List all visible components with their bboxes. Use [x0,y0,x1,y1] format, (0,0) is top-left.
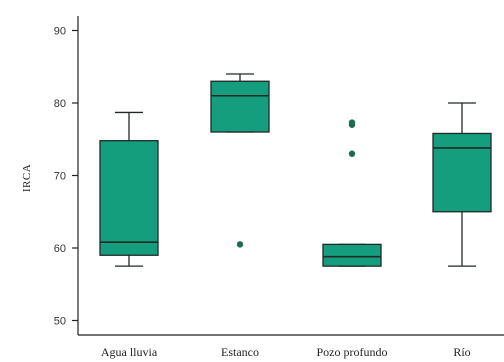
y-ticks-group: 50 60 70 80 90 [54,26,78,328]
y-axis-label: IRCA [21,164,33,192]
box-group [432,102,492,267]
y-tick-label: 60 [54,243,66,255]
x-category-label: Estanco [221,345,259,359]
box-iqr [322,243,382,267]
x-labels-group: Agua lluvia Estanco Pozo profundo Río [101,345,471,359]
outlier-point [236,241,244,248]
x-category-label: Pozo profundo [317,345,388,359]
outlier-point [348,119,356,126]
box-iqr [210,80,270,133]
y-tick-label: 80 [54,98,66,110]
box-iqr [99,140,159,256]
x-category-label: Agua lluvia [101,345,158,359]
outlier-point [348,150,356,157]
box-group [210,73,270,248]
box-group [99,111,159,267]
box-group [322,119,382,267]
y-tick-label: 70 [54,171,66,183]
box-iqr [432,132,492,213]
y-tick-label: 50 [54,316,66,328]
x-category-label: Río [453,345,470,359]
y-tick-label: 90 [54,26,66,38]
boxes-group [99,73,492,267]
